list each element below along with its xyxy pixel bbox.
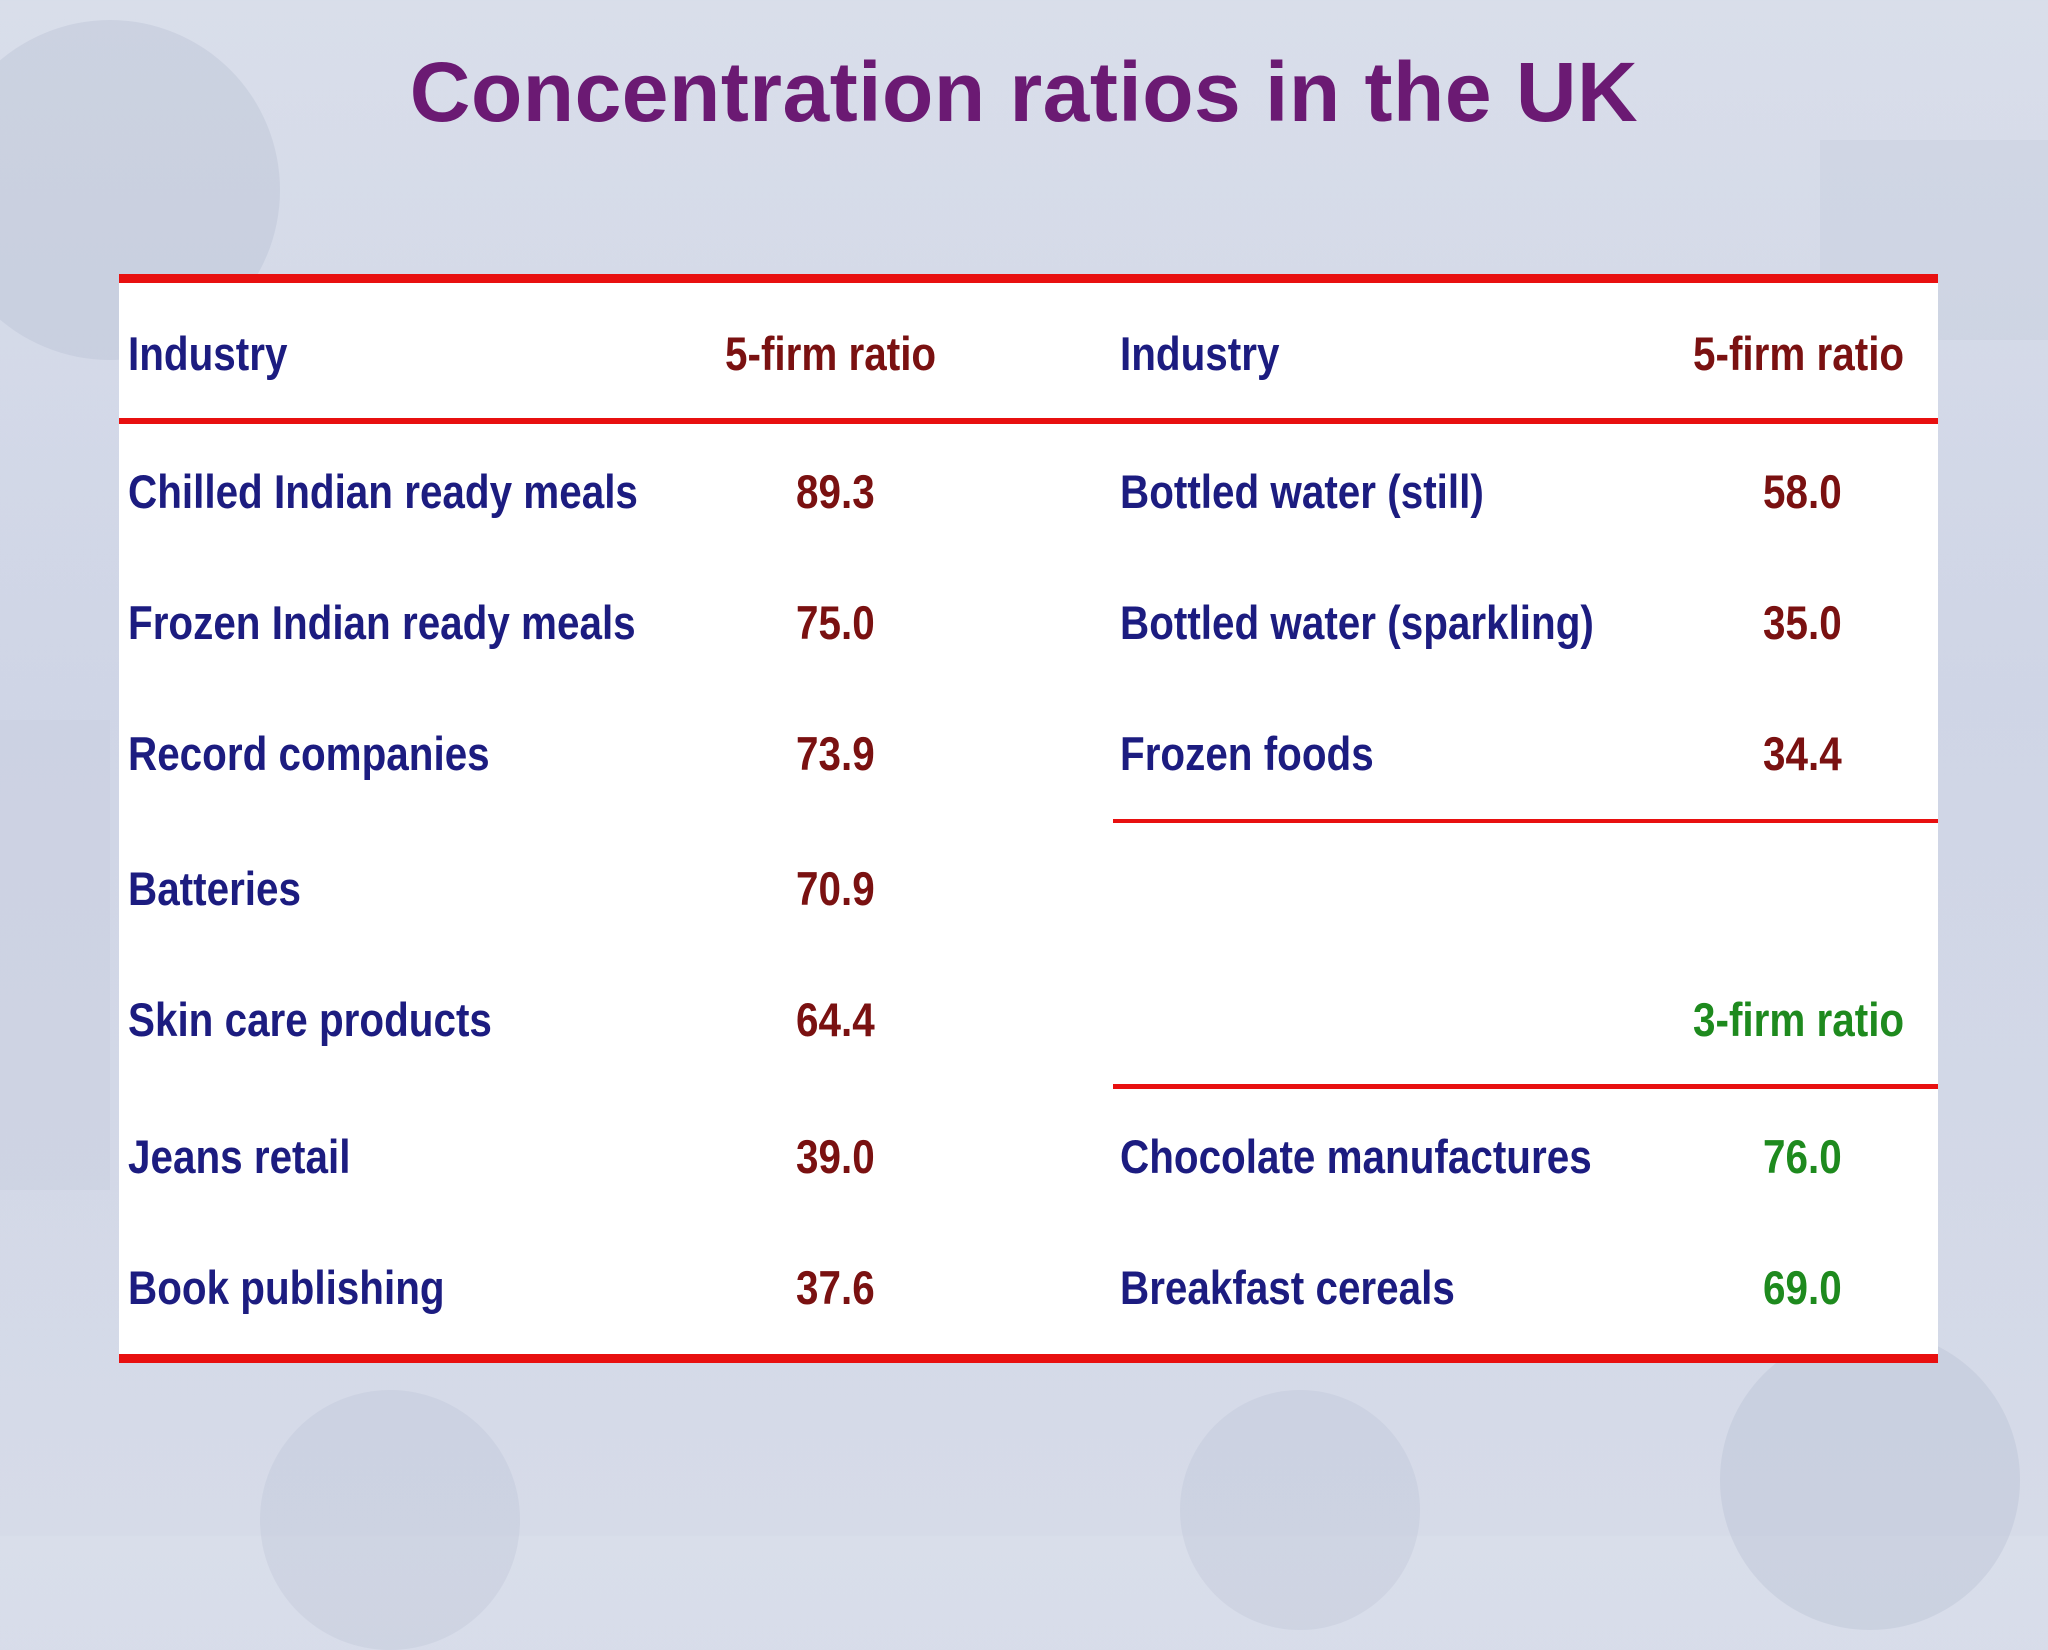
- right-row-industry: Frozen foods: [1120, 727, 1374, 780]
- background-coin: [260, 1390, 520, 1650]
- left-row-ratio: 64.4: [796, 993, 875, 1046]
- left-row-ratio: 37.6: [796, 1261, 875, 1314]
- concentration-table: Industry 5-firm ratio Industry 5-firm ra…: [119, 274, 1938, 1363]
- table-bottom-rule: [119, 1354, 1938, 1363]
- right-row-industry: Bottled water (still): [1120, 465, 1484, 518]
- right-section-rule: [1113, 819, 1938, 823]
- background-banknote: [0, 720, 110, 1190]
- left-row-industry: Batteries: [128, 862, 301, 915]
- left-row-ratio: 39.0: [796, 1130, 875, 1183]
- right-row-ratio: 34.4: [1763, 727, 1842, 780]
- left-row-ratio: 75.0: [796, 596, 875, 649]
- left-header-industry: Industry: [128, 327, 288, 380]
- table-top-rule: [119, 274, 1938, 283]
- three-firm-row-industry: Chocolate manufactures: [1120, 1130, 1592, 1183]
- left-row-ratio: 89.3: [796, 465, 875, 518]
- header-rule: [119, 418, 1938, 424]
- background-coin: [1720, 1330, 2020, 1630]
- background-coin: [1180, 1390, 1420, 1630]
- left-header-ratio: 5-firm ratio: [725, 327, 937, 380]
- left-row-industry: Skin care products: [128, 993, 492, 1046]
- left-row-industry: Frozen Indian ready meals: [128, 596, 636, 649]
- page-title: Concentration ratios in the UK: [409, 45, 1639, 139]
- three-firm-row-industry: Breakfast cereals: [1120, 1261, 1455, 1314]
- left-row-ratio: 73.9: [796, 727, 875, 780]
- left-row-industry: Chilled Indian ready meals: [128, 465, 638, 518]
- right-row-ratio: 58.0: [1763, 465, 1842, 518]
- left-row-industry: Jeans retail: [128, 1130, 351, 1183]
- three-firm-header: 3-firm ratio: [1693, 993, 1905, 1046]
- left-row-industry: Record companies: [128, 727, 490, 780]
- right-row-ratio: 35.0: [1763, 596, 1842, 649]
- three-firm-row-ratio: 69.0: [1763, 1261, 1842, 1314]
- right-header-industry: Industry: [1120, 327, 1280, 380]
- three-firm-header-rule: [1113, 1084, 1938, 1089]
- right-row-industry: Bottled water (sparkling): [1120, 596, 1594, 649]
- left-row-industry: Book publishing: [128, 1261, 445, 1314]
- right-header-ratio: 5-firm ratio: [1693, 327, 1905, 380]
- three-firm-row-ratio: 76.0: [1763, 1130, 1842, 1183]
- left-row-ratio: 70.9: [796, 862, 875, 915]
